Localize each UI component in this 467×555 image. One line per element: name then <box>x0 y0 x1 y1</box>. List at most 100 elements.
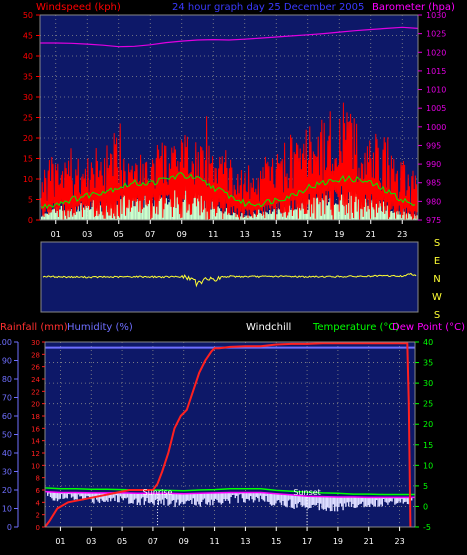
windchill-bar <box>243 492 245 503</box>
wind-hour-label: 17 <box>303 230 313 239</box>
wind-direction-line <box>42 272 417 288</box>
windchill-bar <box>128 493 130 504</box>
windchill-bar <box>349 497 351 502</box>
windchill-bar <box>328 496 330 509</box>
windchill-bar <box>238 492 241 495</box>
rainfall-tick-label: 20 <box>31 401 40 409</box>
lull-bar <box>88 203 90 220</box>
lull-bar <box>148 194 151 220</box>
windchill-bar <box>124 492 126 499</box>
windchill-bar <box>292 495 294 508</box>
lull-bar <box>169 189 172 220</box>
windchill-bar <box>286 494 288 508</box>
humidity-tick-label: 40 <box>2 449 12 458</box>
windchill-bar <box>287 494 290 501</box>
temp-hour-label: 15 <box>271 537 281 546</box>
wind-hour-label: 09 <box>177 230 187 239</box>
windchill-bar <box>213 492 215 501</box>
lull-bar <box>319 202 321 220</box>
windspeed-tick-label: 45 <box>23 32 33 41</box>
windchill-bar <box>182 493 185 505</box>
lull-bar <box>267 214 270 220</box>
windchill-bar <box>154 493 157 501</box>
temp-hour-label: 07 <box>148 537 158 546</box>
lull-bar <box>343 197 345 220</box>
windchill-bar <box>388 497 390 503</box>
windchill-bar <box>223 492 225 499</box>
barometer-tick-label: 1030 <box>426 11 446 20</box>
lull-bar <box>302 204 305 220</box>
temp-hour-axis: 01 03 05 07 09 11 13 15 17 19 21 23 <box>55 527 405 546</box>
windchill-bar <box>140 493 143 499</box>
windchill-bar <box>164 493 166 499</box>
lull-bar <box>295 209 298 220</box>
windchill-bar <box>250 492 252 497</box>
windchill-bar <box>299 495 301 502</box>
windchill-bar <box>135 493 137 499</box>
lull-bar <box>389 211 391 220</box>
windchill-bar <box>185 493 187 502</box>
windchill-bar <box>314 496 316 506</box>
rainfall-tick-label: 12 <box>31 450 40 458</box>
windchill-bar <box>107 492 109 502</box>
windchill-bar <box>70 492 73 498</box>
windchill-bar <box>219 492 221 503</box>
lull-bar <box>123 194 125 220</box>
windchill-bar <box>203 493 206 499</box>
lull-bar <box>382 201 384 220</box>
lull-bar <box>393 209 396 220</box>
temp-hour-label: 21 <box>364 537 374 546</box>
windchill-bar <box>258 492 260 502</box>
windchill-bar <box>285 494 287 507</box>
temperature-axis: -5 0 5 10 15 20 25 30 35 40 <box>415 338 433 532</box>
windchill-bar <box>317 496 319 503</box>
lull-bar <box>90 209 92 220</box>
lull-bar <box>258 209 260 220</box>
lull-bar <box>385 210 387 220</box>
windchill-bar <box>290 494 292 508</box>
lull-bar <box>354 188 356 220</box>
windchill-bar <box>342 497 344 511</box>
windchill-bar <box>72 492 74 497</box>
windchill-bar <box>262 492 264 501</box>
temp-hour-label: 17 <box>302 537 312 546</box>
direction-label: W <box>432 292 442 303</box>
humidity-tick-label: 60 <box>2 412 12 421</box>
lull-bar <box>85 206 88 220</box>
lull-bar <box>371 200 373 220</box>
windchill-bar <box>208 493 210 503</box>
lull-bar <box>301 201 303 220</box>
windchill-bar <box>367 497 369 506</box>
windchill-bar <box>125 493 127 499</box>
windchill-bar <box>265 492 267 496</box>
lull-bar <box>340 194 342 220</box>
lull-bar <box>242 217 244 220</box>
lull-bar <box>46 213 48 220</box>
lull-bar <box>49 209 51 220</box>
barometer-tick-label: 975 <box>426 216 441 225</box>
temp-hour-label: 03 <box>86 537 96 546</box>
windchill-bar <box>108 492 110 498</box>
lull-bar <box>410 215 412 220</box>
windchill-bar <box>103 492 105 502</box>
lull-bar <box>101 211 103 220</box>
lull-bar <box>174 188 176 220</box>
windchill-bar <box>222 492 224 504</box>
windchill-bar <box>322 496 325 510</box>
windchill-bar <box>346 497 348 503</box>
lull-bar <box>162 205 165 220</box>
lull-bar <box>311 196 313 220</box>
windchill-bar <box>348 497 350 507</box>
lull-bar <box>300 208 302 220</box>
temp-hour-label: 09 <box>179 537 189 546</box>
windchill-bar <box>324 496 326 509</box>
direction-label: S <box>434 238 440 249</box>
lull-bar <box>262 211 264 220</box>
windchill-bar <box>387 497 389 505</box>
lull-bar <box>360 198 362 220</box>
windchill-bar <box>229 492 231 504</box>
windchill-bar <box>327 496 329 508</box>
windchill-bar <box>168 493 171 505</box>
windchill-bar <box>160 493 162 504</box>
lull-bar <box>223 213 225 220</box>
